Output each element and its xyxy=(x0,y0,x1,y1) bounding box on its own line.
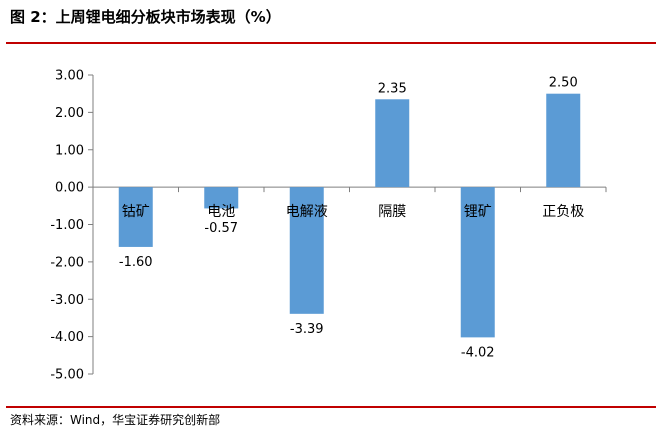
bar-chart: 3.00 2.00 1.00 0.00 -1.00 -2.00 -3.00 -4.00 -5.0… xyxy=(50,69,607,383)
top-divider xyxy=(6,42,656,44)
y-tick-label: 1.00 xyxy=(55,143,84,158)
data-label: -1.60 xyxy=(119,255,153,270)
bar xyxy=(204,187,239,209)
category-label: 钴矿 xyxy=(122,204,150,220)
y-tick-label: 3.00 xyxy=(55,69,84,84)
bar xyxy=(375,99,410,188)
data-label: -4.02 xyxy=(461,345,495,360)
y-tick-label: -2.00 xyxy=(50,255,84,270)
y-tick-label: 2.00 xyxy=(55,106,84,121)
category-label: 电解液 xyxy=(286,204,328,220)
data-label: -3.39 xyxy=(290,322,324,337)
bar xyxy=(118,187,153,247)
y-tick-label: 0.00 xyxy=(55,181,84,196)
data-label: 2.50 xyxy=(549,76,578,91)
category-label: 锂矿 xyxy=(464,204,492,220)
category-label: 正负极 xyxy=(542,204,584,220)
data-label: 2.35 xyxy=(378,81,407,96)
category-label: 隔膜 xyxy=(378,204,406,220)
source-note: 资料来源：Wind，华宝证券研究创新部 xyxy=(10,413,221,427)
chart-title: 图 2：上周锂电细分板块市场表现（%） xyxy=(10,8,281,26)
bar xyxy=(546,93,581,188)
y-tick-label: -4.00 xyxy=(50,330,84,345)
data-label: -0.57 xyxy=(204,221,238,236)
bottom-divider xyxy=(6,406,656,408)
bar xyxy=(289,187,324,314)
y-tick-label: -3.00 xyxy=(50,293,84,308)
y-tick-label: -1.00 xyxy=(50,218,84,233)
category-label: 电池 xyxy=(207,204,235,220)
bar xyxy=(460,187,495,338)
y-tick-label: -5.00 xyxy=(50,368,84,383)
